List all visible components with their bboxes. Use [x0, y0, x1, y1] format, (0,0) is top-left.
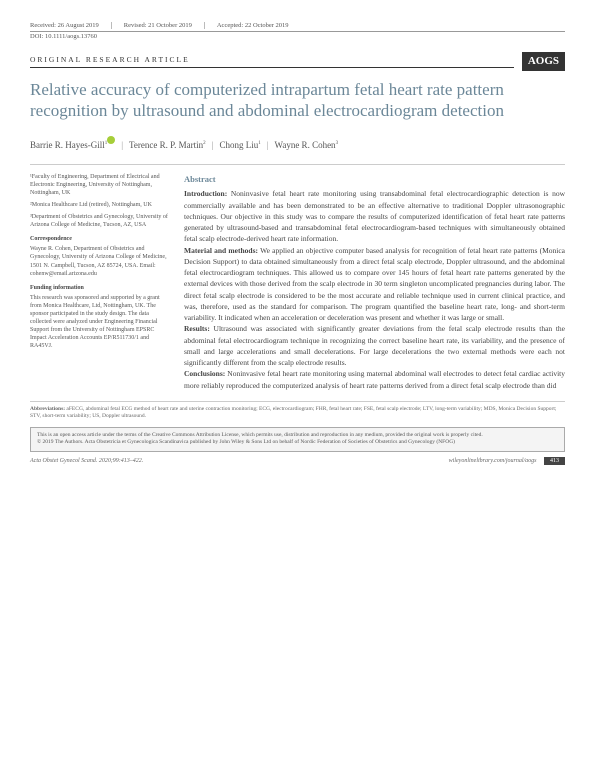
abbreviations: Abbreviations: aFECG, abdominal fetal EC… [30, 402, 565, 421]
accepted-date: Accepted: 22 October 2019 [217, 22, 301, 29]
conclusions-text: Noninvasive fetal heart rate monitoring … [184, 369, 565, 389]
methods-label: Material and methods: [184, 246, 258, 255]
abbrev-label: Abbreviations: [30, 406, 65, 412]
footer-row: Acta Obstet Gynecol Scand. 2020;99:413–4… [30, 458, 565, 464]
author-affil-sup: 3 [336, 141, 339, 146]
two-column-body: ¹Faculty of Engineering, Department of E… [30, 164, 565, 391]
page-number: 413 [544, 457, 565, 465]
revised-date: Revised: 21 October 2019 [124, 22, 205, 29]
intro-label: Introduction: [184, 189, 227, 198]
journal-badge: AOGS [522, 52, 565, 71]
affiliation: ²Monica Healthcare Ltd (retired), Nottin… [30, 201, 170, 209]
funding-heading: Funding information [30, 284, 170, 292]
metadata-column: ¹Faculty of Engineering, Department of E… [30, 173, 170, 391]
article-title: Relative accuracy of computerized intrap… [30, 79, 565, 122]
journal-url: wileyonlinelibrary.com/journal/aogs [449, 458, 537, 464]
correspondence-heading: Correspondence [30, 235, 170, 243]
author-affil-sup: 2 [203, 141, 206, 146]
license-box: This is an open access article under the… [30, 427, 565, 452]
author: Terence R. P. Martin [129, 140, 203, 150]
license-line-2: © 2019 The Authors. Acta Obstetricia et … [37, 439, 558, 447]
abstract-heading: Abstract [184, 173, 565, 186]
author: Barrie R. Hayes-Gill [30, 140, 105, 150]
abbrev-text: aFECG, abdominal fetal ECG method of hea… [30, 406, 556, 419]
doi: DOI: 10.1111/aogs.13760 [30, 33, 565, 40]
received-date: Received: 26 August 2019 [30, 22, 112, 29]
author: Chong Liu [219, 140, 258, 150]
author-separator: | [212, 140, 214, 150]
submission-dates: Received: 26 August 2019 Revised: 21 Oct… [30, 22, 565, 32]
journal-page: Received: 26 August 2019 Revised: 21 Oct… [0, 0, 595, 782]
affiliation: ³Department of Obstetrics and Gynecology… [30, 213, 170, 229]
correspondence-text: Wayne R. Cohen, Department of Obstetrics… [30, 245, 170, 277]
conclusions-label: Conclusions: [184, 369, 225, 378]
author: Wayne R. Cohen [275, 140, 336, 150]
funding-text: This research was sponsored and supporte… [30, 294, 170, 351]
author-separator: | [267, 140, 269, 150]
author-separator: | [121, 140, 123, 150]
article-type-row: ORIGINAL RESEARCH ARTICLE AOGS [30, 52, 565, 71]
methods-text: We applied an objective computer based a… [184, 246, 565, 323]
abstract-body: Introduction: Noninvasive fetal heart ra… [184, 188, 565, 391]
intro-text: Noninvasive fetal heart rate monitoring … [184, 189, 565, 243]
author-affil-sup: 1 [258, 141, 261, 146]
orcid-icon [107, 136, 115, 144]
journal-acronym: AOGS [528, 55, 559, 68]
citation: Acta Obstet Gynecol Scand. 2020;99:413–4… [30, 458, 143, 464]
results-text: Ultrasound was associated with significa… [184, 324, 565, 367]
footer-right: wileyonlinelibrary.com/journal/aogs 413 [449, 458, 565, 464]
results-label: Results: [184, 324, 210, 333]
author-list: Barrie R. Hayes-Gill 1 | Terence R. P. Mart… [30, 136, 565, 150]
article-type: ORIGINAL RESEARCH ARTICLE [30, 55, 514, 68]
abstract-column: Abstract Introduction: Noninvasive fetal… [184, 173, 565, 391]
affiliation: ¹Faculty of Engineering, Department of E… [30, 173, 170, 197]
